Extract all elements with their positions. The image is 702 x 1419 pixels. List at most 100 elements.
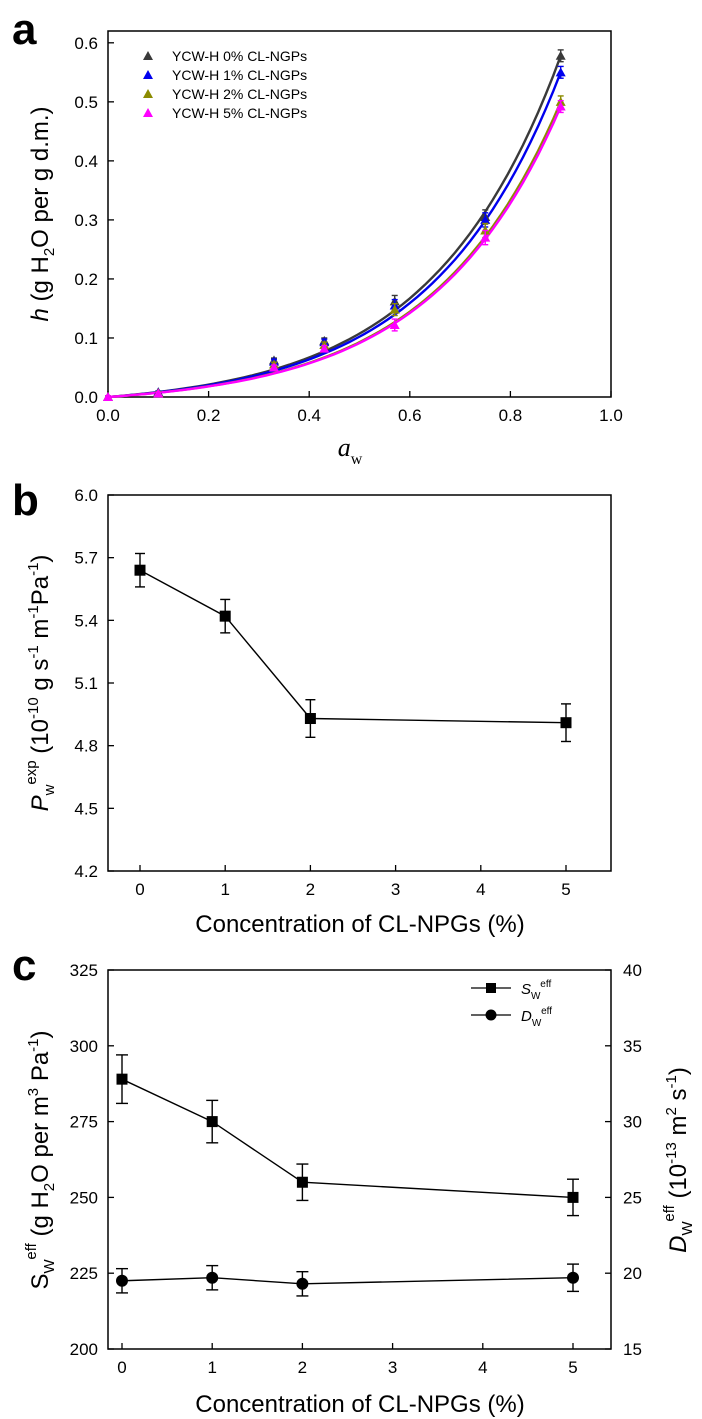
y-tick-label-left: 325 xyxy=(70,961,98,980)
panel-b-xlabel: Concentration of CL-NPGs (%) xyxy=(195,911,524,938)
y-tick-label: 0.2 xyxy=(74,270,98,289)
y-tick-label: 0.6 xyxy=(74,34,98,53)
svg-text:DWeff: DWeff xyxy=(521,1006,552,1029)
x-tick-label: 0 xyxy=(117,1358,126,1377)
x-tick-label: 4 xyxy=(476,880,485,899)
series-line xyxy=(121,1276,574,1285)
y-tick-label-left: 200 xyxy=(70,1340,98,1359)
y-tick-label: 5.4 xyxy=(74,611,98,630)
data-point-square xyxy=(567,1191,579,1203)
panel-a-chart: 0.0 0.2 0.4 0.6 0.8 1.0 0.0 0.1 0.2 0.3 0.4 0.5 0.6… xyxy=(27,30,623,468)
y-tick-label: 0.4 xyxy=(74,152,98,171)
y-tick-label-left: 300 xyxy=(70,1037,98,1056)
y-tick-label: 4.5 xyxy=(74,799,98,818)
x-tick-label: 0.6 xyxy=(398,406,422,425)
legend-marker xyxy=(143,89,153,98)
x-tick-label: 4 xyxy=(478,1358,487,1377)
data-point xyxy=(319,343,330,353)
y-tick-label: 4.2 xyxy=(74,862,98,881)
y-tick-label: 4.8 xyxy=(74,737,98,756)
y-tick-label-right: 25 xyxy=(623,1188,642,1207)
legend-circle-marker xyxy=(485,1009,497,1021)
x-tick-label: 5 xyxy=(568,1358,577,1377)
x-tick-label: 3 xyxy=(388,1358,397,1377)
y-tick-label-right: 35 xyxy=(623,1037,642,1056)
x-tick-label: 0.8 xyxy=(499,406,523,425)
data-point xyxy=(219,610,231,622)
y-tick-label: 0.1 xyxy=(74,329,98,348)
y-tick-label: 0.3 xyxy=(74,211,98,230)
legend-label: YCW-H 2% CL-NGPs xyxy=(172,86,307,102)
data-point-circle xyxy=(567,1271,579,1284)
data-point xyxy=(103,392,113,401)
y-tick-label: 5.7 xyxy=(74,549,98,568)
data-point xyxy=(555,67,566,77)
x-tick-label: 3 xyxy=(391,880,400,899)
x-tick-label: 2 xyxy=(298,1358,307,1377)
svg-text:SWeff: SWeff xyxy=(521,979,551,1002)
y-tick-label-right: 20 xyxy=(623,1264,642,1283)
data-point xyxy=(304,713,316,725)
panel-c-ylabel-left: SWeff (g H2O per m3 Pa-1) xyxy=(23,1030,58,1289)
panel-b-frame xyxy=(107,494,612,872)
panel-a-ylabel: h (g H2O per g d.m.) xyxy=(27,106,58,321)
legend-marker xyxy=(143,51,153,60)
legend-square-marker xyxy=(486,983,496,993)
panel-c-ylabel-right: DWeff (10-13 m2 s-1) xyxy=(661,1067,696,1253)
series-line xyxy=(121,1078,574,1199)
data-point xyxy=(555,101,566,111)
panel-a-xlabel: aw xyxy=(338,433,363,468)
data-point-circle xyxy=(296,1277,309,1290)
legend-marker xyxy=(143,108,153,117)
data-point xyxy=(560,717,572,729)
x-tick-label: 0.4 xyxy=(297,406,321,425)
fit-curve xyxy=(107,106,562,399)
data-point-square xyxy=(206,1116,218,1128)
panel-c-chart: 0 1 2 3 4 5 200 225 250 275 300 325 15 20 25 30 35 40 S… xyxy=(23,961,696,1418)
legend-label: YCW-H 1% CL-NGPs xyxy=(172,67,307,83)
y-tick-label: 0.0 xyxy=(74,388,98,407)
panel-c-letter: c xyxy=(12,941,36,990)
data-point-circle xyxy=(116,1274,128,1287)
y-tick-label-right: 30 xyxy=(623,1113,642,1132)
data-point xyxy=(480,232,491,242)
y-tick-label: 5.1 xyxy=(74,674,98,693)
x-tick-label: 1.0 xyxy=(599,406,623,425)
y-tick-label: 6.0 xyxy=(74,486,98,505)
data-point xyxy=(389,319,400,329)
panel-a-letter: a xyxy=(12,5,37,54)
data-point xyxy=(153,388,164,398)
y-tick-label-right: 40 xyxy=(623,961,642,980)
fit-curve xyxy=(107,101,562,399)
panel-b-ylabel: Pwexp (10-10 g s-1 m-1Pa-1) xyxy=(23,555,58,812)
panel-b-letter: b xyxy=(12,476,39,525)
data-point-square xyxy=(296,1176,308,1188)
x-tick-label: 0.0 xyxy=(96,406,120,425)
data-point xyxy=(268,362,279,372)
x-tick-label: 1 xyxy=(220,880,229,899)
data-point xyxy=(134,564,146,576)
x-tick-label: 5 xyxy=(561,880,570,899)
legend-marker xyxy=(143,70,153,79)
panel-c-legend: SWeff DWeff xyxy=(471,979,552,1029)
data-point-square xyxy=(116,1073,128,1085)
x-tick-label: 2 xyxy=(306,880,315,899)
panel-a-frame xyxy=(107,30,612,398)
legend-label: YCW-H 0% CL-NGPs xyxy=(172,48,307,64)
panel-c-frame xyxy=(107,969,612,1350)
data-point xyxy=(480,214,491,224)
data-point xyxy=(555,50,566,60)
y-tick-label-right: 15 xyxy=(623,1340,642,1359)
x-tick-label: 1 xyxy=(207,1358,216,1377)
data-point-circle xyxy=(206,1271,219,1284)
fit-curve xyxy=(107,71,562,399)
panel-b-chart: 0 1 2 3 4 5 4.2 4.5 4.8 5.1 5.4 5.7 6.0 Pwexp (10-1… xyxy=(23,486,612,938)
panel-c-xlabel: Concentration of CL-NPGs (%) xyxy=(195,1391,524,1418)
data-point xyxy=(389,304,400,314)
y-tick-label-left: 275 xyxy=(70,1113,98,1132)
y-tick-label: 0.5 xyxy=(74,93,98,112)
y-tick-label-left: 225 xyxy=(70,1264,98,1283)
x-tick-label: 0.2 xyxy=(197,406,221,425)
x-tick-label: 0 xyxy=(135,880,144,899)
